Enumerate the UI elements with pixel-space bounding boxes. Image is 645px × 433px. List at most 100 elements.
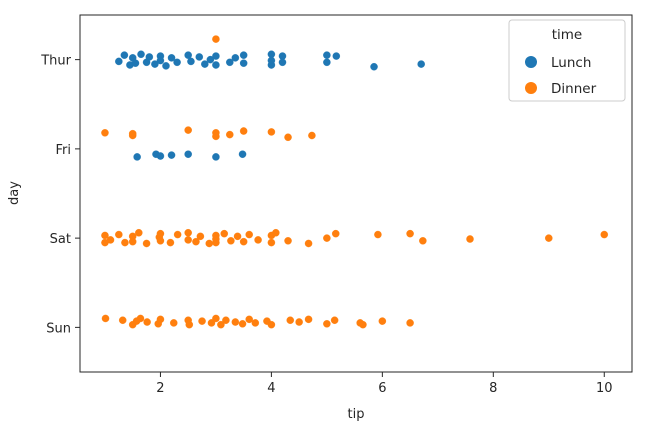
data-point (304, 239, 313, 248)
x-axis-label: tip (348, 407, 365, 422)
data-point (239, 237, 248, 246)
data-point (196, 232, 205, 241)
data-point (137, 50, 145, 59)
data-point (251, 319, 260, 327)
data-point (417, 60, 425, 68)
data-point (101, 231, 109, 240)
data-point (143, 318, 151, 326)
data-point (212, 61, 220, 69)
data-point (226, 58, 234, 67)
data-point (115, 57, 123, 66)
data-point (323, 58, 331, 67)
y-tick-label: Sat (50, 232, 71, 247)
x-axis: 2 4 6 8 10 (156, 372, 613, 396)
data-point (151, 60, 159, 68)
data-point (374, 230, 382, 239)
data-point (272, 229, 280, 237)
data-point (195, 53, 204, 61)
x-tick-label: 2 (156, 381, 164, 396)
data-point (156, 56, 165, 65)
data-point (212, 52, 220, 60)
data-point (212, 129, 220, 137)
data-point (156, 152, 165, 160)
data-point (330, 316, 339, 324)
data-point (128, 129, 137, 138)
data-point (254, 236, 262, 244)
data-point (118, 316, 127, 324)
series-lunch (115, 50, 425, 161)
data-point (206, 55, 215, 64)
legend: time Lunch Dinner (508, 19, 626, 102)
data-point (466, 235, 474, 243)
data-point (295, 318, 303, 326)
x-tick-label: 6 (378, 381, 386, 396)
data-point (304, 315, 313, 324)
data-point (128, 237, 137, 246)
data-point (142, 239, 151, 248)
data-point (136, 314, 145, 323)
data-point (323, 234, 331, 242)
data-point (184, 150, 192, 158)
data-point (233, 232, 242, 241)
data-points (101, 35, 609, 329)
legend-entry-dinner: Dinner (525, 81, 597, 97)
data-point (545, 234, 553, 242)
legend-entries: Lunch Dinner (525, 55, 597, 97)
data-point (212, 35, 220, 43)
x-tick-label: 4 (267, 381, 275, 396)
data-point (600, 230, 609, 239)
data-point (205, 239, 214, 248)
data-point (331, 229, 340, 238)
y-tick-label: Thur (40, 54, 71, 69)
data-point (419, 237, 427, 245)
data-point (220, 229, 228, 238)
data-point (133, 153, 141, 161)
data-point (198, 317, 206, 325)
data-point (120, 51, 129, 59)
legend-label: Dinner (551, 81, 597, 97)
legend-entry-lunch: Lunch (525, 55, 591, 71)
plot-frame (79, 14, 633, 373)
data-point (227, 237, 235, 245)
data-point (167, 54, 176, 62)
data-point (359, 320, 367, 329)
data-point (106, 236, 115, 244)
data-point (145, 53, 154, 61)
data-point (184, 229, 192, 237)
data-point (156, 315, 165, 324)
legend-marker (525, 56, 537, 68)
legend-marker (525, 82, 537, 94)
data-point (406, 319, 414, 327)
data-point (185, 320, 194, 329)
data-point (238, 150, 247, 158)
data-point (278, 58, 287, 67)
data-point (101, 314, 110, 323)
data-point (284, 237, 292, 245)
data-point (284, 133, 292, 142)
x-tick-label: 8 (489, 381, 497, 396)
y-tick-label: Sun (46, 321, 71, 336)
data-point (308, 131, 316, 140)
data-point (231, 318, 240, 326)
data-point (406, 229, 414, 238)
data-point (239, 59, 248, 67)
data-point (267, 238, 276, 247)
legend-label: Lunch (551, 55, 591, 71)
data-point (217, 320, 225, 329)
data-point (187, 57, 195, 66)
data-point (184, 126, 192, 134)
data-point (156, 229, 165, 238)
data-point (370, 63, 378, 71)
data-point (212, 238, 220, 247)
data-point (323, 51, 331, 59)
data-point (378, 317, 387, 325)
data-point (115, 230, 123, 239)
series-dinner (101, 35, 609, 329)
data-point (184, 51, 192, 59)
data-point (212, 153, 220, 161)
data-point (212, 314, 220, 323)
data-point (323, 320, 331, 328)
data-point (192, 237, 200, 246)
